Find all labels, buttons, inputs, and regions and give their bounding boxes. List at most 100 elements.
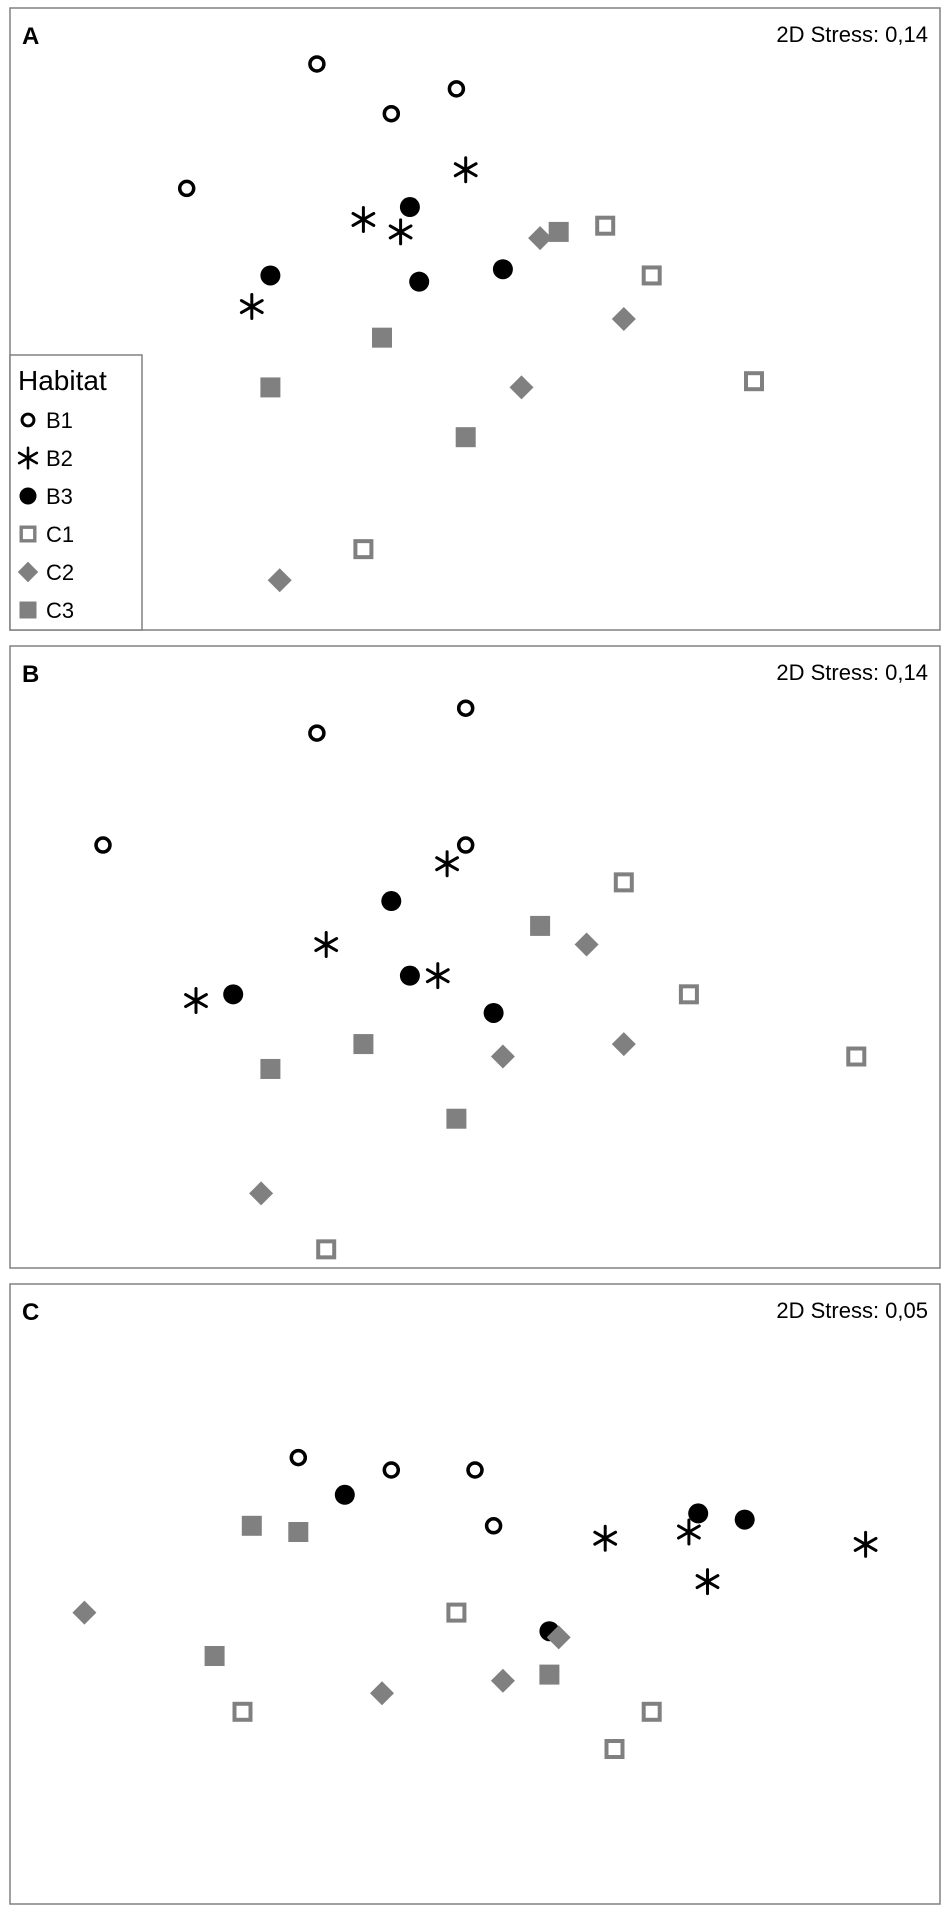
point-a-c2-1	[267, 568, 292, 593]
point-b-b1-2	[308, 724, 326, 742]
panel-b-points	[94, 699, 867, 1260]
point-a-b3-1	[260, 265, 281, 286]
panel-c-stress: 2D Stress: 0,05	[776, 1298, 928, 1323]
point-a-c3-2	[372, 327, 392, 348]
point-b-c3-1	[260, 1058, 281, 1079]
point-b-c1-1	[316, 1239, 337, 1260]
point-c-b2-3	[695, 1568, 720, 1596]
point-c-c2-2	[370, 1681, 394, 1706]
panel-b: B 2D Stress: 0,14	[9, 645, 941, 1269]
point-a-b2-1	[239, 293, 264, 321]
panel-a-frame	[9, 7, 941, 631]
legend-marker-b2	[17, 446, 39, 470]
point-a-b1-3	[382, 104, 401, 123]
point-c-c1-4	[641, 1701, 662, 1722]
panel-c-points	[72, 1448, 878, 1759]
legend-label-c3: C3	[46, 598, 74, 623]
point-c-c2-1	[72, 1600, 97, 1625]
legend-marker-c2	[17, 561, 39, 583]
point-c-c3-3	[288, 1522, 309, 1542]
point-b-b3-4	[483, 1002, 504, 1023]
legend-title: Habitat	[18, 365, 107, 396]
point-c-c2-3	[490, 1668, 515, 1693]
legend-marker-c3	[19, 601, 37, 619]
point-a-c1-3	[641, 265, 662, 286]
point-b-b3-2	[381, 891, 402, 912]
point-a-b1-4	[447, 80, 466, 98]
point-a-b1-2	[308, 55, 326, 73]
point-c-b3-3	[688, 1503, 709, 1524]
point-a-b1-1	[177, 179, 196, 198]
point-c-c1-1	[232, 1701, 253, 1722]
point-a-c1-1	[353, 539, 374, 560]
point-c-b1-1	[289, 1448, 308, 1467]
point-c-b1-2	[382, 1461, 401, 1479]
point-a-c2-4	[611, 307, 636, 331]
legend-label-b3: B3	[46, 484, 73, 509]
point-c-c3-4	[539, 1664, 560, 1685]
legend-label-b1: B1	[46, 408, 73, 433]
point-c-b1-4	[484, 1517, 503, 1535]
point-b-b2-1	[184, 987, 208, 1015]
point-b-c3-2	[353, 1034, 374, 1055]
point-b-c3-4	[530, 915, 551, 936]
legend-label-c2: C2	[46, 560, 74, 585]
legend-items: B1 B2 B3 C1 C2 C3	[17, 408, 74, 623]
point-b-c2-3	[574, 932, 599, 957]
point-c-b2-2	[677, 1518, 701, 1546]
point-b-c1-3	[678, 984, 699, 1005]
panel-a-points	[177, 55, 764, 593]
point-b-c1-4	[846, 1046, 867, 1067]
point-b-b2-4	[425, 962, 450, 990]
point-b-b3-3	[399, 965, 420, 986]
point-a-c2-3	[528, 226, 553, 251]
point-c-c3-1	[204, 1646, 225, 1666]
point-b-c2-4	[611, 1032, 636, 1057]
point-a-c3-3	[455, 427, 476, 448]
panel-c: C 2D Stress: 0,05	[9, 1283, 941, 1905]
point-b-b3-1	[223, 984, 244, 1005]
point-b-c2-2	[490, 1044, 515, 1069]
point-b-b1-1	[94, 836, 112, 854]
point-c-c1-2	[446, 1602, 467, 1623]
point-a-c3-1	[260, 377, 281, 398]
point-a-b3-3	[409, 271, 430, 292]
panel-b-frame	[9, 645, 941, 1269]
point-c-c3-2	[241, 1515, 262, 1536]
panel-c-letter: C	[22, 1299, 39, 1326]
point-b-c1-2	[613, 872, 634, 893]
point-a-c3-4	[548, 221, 569, 242]
point-c-b3-4	[734, 1509, 755, 1530]
point-c-c1-3	[604, 1739, 625, 1759]
habitat-legend: Habitat B1 B2 B3 C1 C2 C3	[9, 354, 143, 631]
point-c-c2-4	[546, 1625, 571, 1650]
point-a-c1-2	[595, 215, 616, 236]
panel-a: A 2D Stress: 0,14 Habitat B1 B2 B3 C1 C2 C3	[9, 7, 941, 631]
point-a-b3-2	[399, 197, 420, 218]
point-b-b1-4	[456, 836, 475, 854]
point-b-b1-3	[456, 699, 475, 717]
point-a-b2-4	[453, 156, 478, 184]
point-b-c3-3	[446, 1108, 467, 1129]
point-b-b2-2	[314, 931, 339, 959]
panel-b-letter: B	[22, 661, 39, 688]
point-a-b3-4	[492, 259, 513, 280]
point-a-b2-3	[388, 218, 413, 246]
panel-a-letter: A	[22, 23, 39, 50]
legend-label-c1: C1	[46, 522, 74, 547]
point-b-b2-3	[435, 850, 459, 878]
panel-b-stress: 2D Stress: 0,14	[776, 660, 928, 685]
panel-a-stress: 2D Stress: 0,14	[776, 22, 928, 47]
point-a-b2-2	[351, 205, 376, 233]
point-a-c2-2	[509, 375, 534, 400]
point-c-b3-1	[334, 1484, 355, 1505]
legend-marker-b3	[19, 487, 37, 505]
point-c-b2-4	[853, 1530, 878, 1558]
point-c-b2-1	[593, 1524, 618, 1552]
point-a-c1-4	[744, 371, 764, 392]
point-c-b1-3	[466, 1461, 484, 1479]
point-b-c2-1	[249, 1181, 274, 1206]
legend-marker-c1	[19, 525, 37, 543]
panel-c-frame	[9, 1283, 941, 1905]
